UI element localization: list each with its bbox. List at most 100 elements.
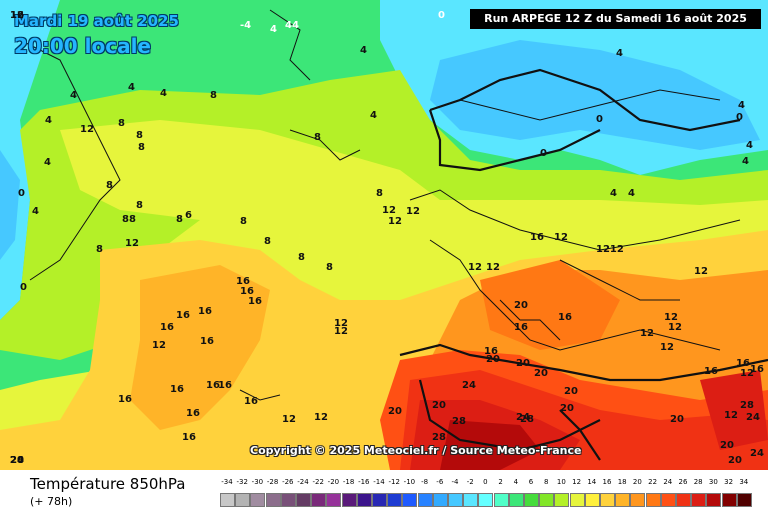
legend-swatch xyxy=(448,493,463,507)
legend-label: 28 xyxy=(693,478,703,486)
temperature-map: Mardi 19 août 2025 20:00 locale Run ARPE… xyxy=(0,0,768,470)
legend-swatch xyxy=(296,493,311,507)
legend-bar: Température 850hPa (+ 78h) -34 -32 -30 -28-… xyxy=(0,470,768,512)
temperature-value: 16 xyxy=(218,380,232,391)
legend-swatch xyxy=(265,493,281,507)
temperature-value: 16 xyxy=(240,286,254,297)
legend-label: 2 xyxy=(498,478,503,486)
legend-swatch xyxy=(676,493,691,507)
forecast-date: Mardi 19 août 2025 xyxy=(14,12,179,30)
temperature-value: 16 xyxy=(10,10,24,21)
legend-label: -22 xyxy=(312,478,324,486)
temperature-value: 4 xyxy=(270,24,277,35)
temperature-value: 16 xyxy=(558,312,572,323)
temperature-value: 28 xyxy=(740,400,754,411)
temperature-value: 8 xyxy=(314,132,321,143)
temperature-value: 20 xyxy=(514,300,528,311)
temperature-value: 12 xyxy=(334,326,348,337)
temperature-value: 16 xyxy=(514,322,528,333)
temperature-value: 4 xyxy=(32,206,39,217)
temperature-value: 24 xyxy=(746,412,760,423)
temperature-value: 12 xyxy=(314,412,328,423)
legend-swatch xyxy=(326,493,342,507)
legend-swatch xyxy=(554,493,570,507)
temperature-value: 8 xyxy=(240,216,247,227)
temperature-value: 8 xyxy=(298,252,305,263)
temperature-value: 20 xyxy=(10,455,24,466)
temperature-value: 12 xyxy=(406,206,420,217)
temperature-value: 4 xyxy=(616,48,623,59)
temperature-value: 16 xyxy=(750,364,764,375)
legend-label: 0 xyxy=(483,478,488,486)
temperature-value: 24 xyxy=(10,455,24,466)
temperature-value: 8 xyxy=(138,142,145,153)
temperature-value: 4 xyxy=(360,45,367,56)
legend-swatch xyxy=(721,493,737,507)
temperature-value: 8 xyxy=(326,262,333,273)
legend-swatch xyxy=(356,493,372,507)
temperature-value: 0 xyxy=(20,282,27,293)
temperature-value: 12 xyxy=(724,410,738,421)
legend-swatch xyxy=(706,493,722,507)
temperature-value: 20 xyxy=(670,414,684,425)
temperature-value: 4 xyxy=(44,157,51,168)
temperature-value: 12 xyxy=(554,232,568,243)
legend-swatch xyxy=(311,493,327,507)
legend-swatch xyxy=(250,493,266,507)
temperature-value: 12 xyxy=(152,340,166,351)
temperature-value: 20 xyxy=(432,400,446,411)
legend-label: -32 xyxy=(236,478,248,486)
legend-label: -18 xyxy=(342,478,355,486)
temperature-value: 16 xyxy=(186,408,200,419)
legend-label: -16 xyxy=(358,478,370,486)
temperature-value: 12 xyxy=(694,266,708,277)
temperature-value: 4 xyxy=(128,82,135,93)
legend-label: 18 xyxy=(617,478,627,486)
legend-label: 10 xyxy=(556,478,566,486)
legend-label: 6 xyxy=(528,478,534,486)
temperature-value: 20 xyxy=(728,455,742,466)
legend-label: 30 xyxy=(708,478,718,486)
legend-label: 4 xyxy=(513,478,519,486)
legend-label: -34 xyxy=(221,478,233,486)
temperature-value: 12 xyxy=(80,124,94,135)
legend-label: 24 xyxy=(663,478,673,486)
legend-swatch xyxy=(372,493,387,507)
temperature-value: 12 xyxy=(640,328,654,339)
legend-label: -28 xyxy=(266,478,279,486)
temperature-value: 28 xyxy=(432,432,446,443)
temperature-value: 8 xyxy=(118,118,125,129)
temperature-value: 12 xyxy=(382,205,396,216)
temperature-value: 8 xyxy=(96,244,103,255)
temperature-value: 8 xyxy=(210,90,217,101)
legend-swatch xyxy=(600,493,615,507)
temperature-value: 12 xyxy=(486,262,500,273)
legend-swatch xyxy=(508,493,524,507)
run-label: Run ARPEGE 12 Z du Samedi 16 août 2025 xyxy=(470,9,761,29)
legend-swatch xyxy=(280,493,296,507)
variable-name: Température 850hPa xyxy=(30,475,186,493)
legend-swatch xyxy=(584,493,600,507)
lead-time: (+ 78h) xyxy=(30,495,73,508)
temperature-value: 4 xyxy=(742,156,749,167)
temperature-value: 0 xyxy=(596,114,603,125)
temperature-value: 8 xyxy=(106,180,113,191)
temperature-value: 16 xyxy=(206,380,220,391)
legend-label: -26 xyxy=(282,478,294,486)
legend-label: -30 xyxy=(251,478,264,486)
temperature-value: 28 xyxy=(520,414,534,425)
map-fields xyxy=(0,0,768,470)
legend-swatch xyxy=(387,493,403,507)
temperature-value: 0 xyxy=(438,10,445,21)
temperature-value: 20 xyxy=(388,406,402,417)
legend-swatch xyxy=(569,493,585,507)
local-time: 20:00 locale xyxy=(14,34,151,58)
temperature-value: 12 xyxy=(468,262,482,273)
temperature-value: 8 xyxy=(136,200,143,211)
temperature-value: 20 xyxy=(720,440,734,451)
legend-label: 34 xyxy=(739,478,749,486)
legend-label: 32 xyxy=(724,478,734,486)
legend-swatch xyxy=(645,493,661,507)
temperature-value: 16 xyxy=(160,322,174,333)
